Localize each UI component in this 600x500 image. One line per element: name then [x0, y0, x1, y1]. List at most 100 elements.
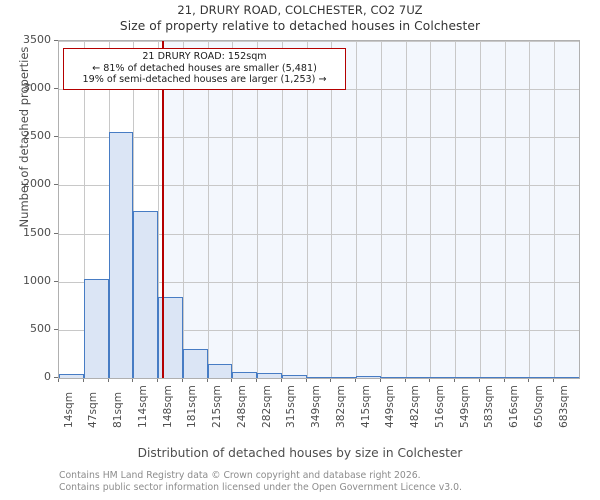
- x-axis-tick-label: 650sqm: [532, 385, 545, 428]
- x-axis-tick-label: 14sqm: [62, 391, 75, 428]
- footer-line-2: Contains public sector information licen…: [59, 481, 462, 493]
- property-annotation-box: 21 DRURY ROAD: 152sqm ← 81% of detached …: [63, 48, 346, 90]
- x-axis-tick-mark: [206, 378, 208, 382]
- x-axis-tick-label: 47sqm: [87, 391, 100, 428]
- x-axis-tick-label: 583sqm: [483, 385, 496, 428]
- x-axis-tick-label: 616sqm: [508, 385, 521, 428]
- y-axis-tick-mark: [54, 136, 58, 138]
- x-axis-tick-label: 215sqm: [211, 385, 224, 428]
- gridline-horizontal: [59, 233, 579, 235]
- gridline-vertical: [430, 41, 431, 378]
- gridline-vertical: [232, 41, 233, 378]
- gridline-vertical: [381, 41, 382, 378]
- histogram-bar: [331, 377, 357, 378]
- x-axis-tick-label: 549sqm: [458, 385, 471, 428]
- y-axis-tick-mark: [54, 280, 58, 282]
- y-axis-tick-mark: [54, 184, 58, 186]
- chart-title: 21, DRURY ROAD, COLCHESTER, CO2 7UZ: [177, 3, 423, 17]
- histogram-bar: [529, 377, 555, 378]
- x-axis-tick-label: 449sqm: [384, 385, 397, 428]
- x-axis-tick-label: 315sqm: [285, 385, 298, 428]
- x-axis-label: Distribution of detached houses by size …: [137, 446, 463, 460]
- x-axis-tick-label: 248sqm: [235, 385, 248, 428]
- histogram-bar: [59, 374, 84, 378]
- x-axis-tick-mark: [478, 378, 480, 382]
- histogram-bar: [455, 377, 480, 378]
- x-axis-tick-label: 148sqm: [161, 385, 174, 428]
- gridline-vertical: [257, 41, 258, 378]
- x-axis-tick-mark: [330, 378, 332, 382]
- y-axis-tick-label: 3000: [23, 81, 51, 95]
- y-axis-tick-label: 0: [44, 370, 51, 383]
- x-axis-tick-mark: [231, 378, 233, 382]
- histogram-bar: [479, 377, 505, 378]
- gridline-vertical: [183, 41, 184, 378]
- x-axis-tick-mark: [181, 378, 183, 382]
- histogram-bar: [504, 377, 530, 378]
- histogram-bar: [207, 364, 233, 378]
- gridline-horizontal: [59, 185, 579, 187]
- histogram-bar: [133, 210, 159, 378]
- x-axis-tick-label: 114sqm: [136, 385, 149, 428]
- gridline-vertical: [529, 41, 530, 378]
- y-axis-tick-label: 2000: [23, 177, 51, 191]
- gridline-vertical: [84, 41, 85, 378]
- x-axis-tick-mark: [404, 378, 406, 382]
- x-axis-tick-mark: [305, 378, 307, 382]
- x-axis-tick-mark: [256, 378, 258, 382]
- x-axis-tick-mark: [503, 378, 505, 382]
- annotation-line-3: 19% of semi-detached houses are larger (…: [82, 74, 327, 86]
- histogram-bar: [232, 372, 258, 378]
- x-axis-tick-mark: [132, 378, 134, 382]
- gridline-vertical: [282, 41, 283, 378]
- x-axis-tick-mark: [553, 378, 555, 382]
- x-axis-tick-label: 81sqm: [112, 391, 125, 428]
- gridline-vertical: [208, 41, 209, 378]
- property-size-marker-line: [161, 41, 164, 378]
- y-axis-tick-label: 500: [30, 321, 51, 335]
- x-axis-tick-mark: [280, 378, 282, 382]
- gridline-vertical: [406, 41, 407, 378]
- annotation-line-2: ← 81% of detached houses are smaller (5,…: [92, 62, 317, 74]
- histogram-bar: [554, 377, 579, 378]
- y-axis-tick-label: 1500: [23, 225, 51, 239]
- y-axis-tick-mark: [54, 40, 58, 41]
- histogram-bar: [83, 279, 109, 378]
- histogram-bar: [182, 349, 208, 378]
- gridline-horizontal: [59, 137, 579, 139]
- attribution-footer: Contains HM Land Registry data © Crown c…: [59, 470, 462, 493]
- plot-area: [58, 40, 580, 379]
- histogram-bar: [430, 377, 456, 378]
- gridline-horizontal: [59, 41, 579, 42]
- gridline-vertical: [158, 41, 159, 378]
- x-axis-tick-mark: [355, 378, 357, 382]
- x-axis-tick-mark: [82, 378, 84, 382]
- y-axis-tick-mark: [54, 88, 58, 90]
- histogram-bar: [257, 373, 282, 378]
- x-axis-tick-label: 516sqm: [433, 385, 446, 428]
- annotation-line-1: 21 DRURY ROAD: 152sqm: [142, 51, 267, 62]
- x-axis-tick-mark: [454, 378, 456, 382]
- x-axis-tick-label: 349sqm: [310, 385, 323, 428]
- y-axis-tick-label: 2500: [23, 129, 51, 143]
- gridline-vertical: [133, 41, 134, 378]
- chart-subtitle: Size of property relative to detached ho…: [119, 19, 481, 33]
- histogram-bar: [108, 131, 134, 378]
- gridline-horizontal: [59, 281, 579, 283]
- x-axis-tick-mark: [107, 378, 109, 382]
- gridline-vertical: [554, 41, 555, 378]
- x-axis-tick-label: 382sqm: [334, 385, 347, 428]
- x-axis-tick-label: 683sqm: [557, 385, 570, 428]
- x-axis-tick-mark: [528, 378, 530, 382]
- gridline-vertical: [455, 41, 456, 378]
- x-axis-tick-label: 181sqm: [186, 385, 199, 428]
- x-axis-tick-label: 482sqm: [409, 385, 422, 428]
- gridline-vertical: [331, 41, 332, 378]
- y-axis-tick-label: 3500: [23, 33, 51, 46]
- gridline-vertical: [505, 41, 506, 378]
- histogram-bar: [405, 377, 431, 378]
- gridline-vertical: [356, 41, 357, 378]
- y-axis-tick-mark: [54, 328, 58, 330]
- histogram-bar: [281, 375, 307, 378]
